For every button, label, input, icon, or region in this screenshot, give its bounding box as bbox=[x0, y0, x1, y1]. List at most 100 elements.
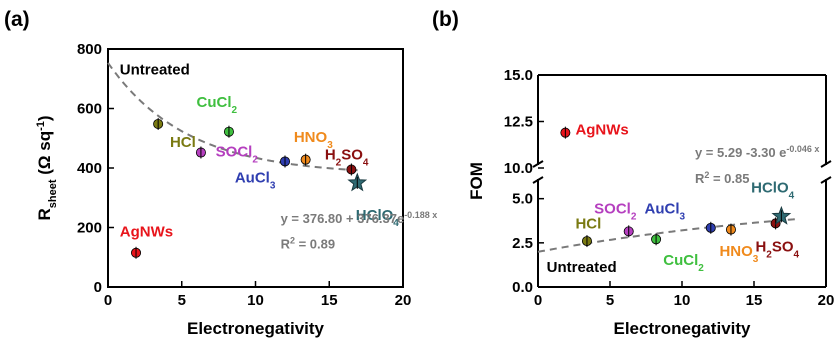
label-hcl: HCl bbox=[575, 216, 601, 233]
x-axis-title: Electronegativity bbox=[614, 319, 752, 338]
y-axis-title-part: sheet bbox=[47, 179, 59, 208]
y-tick-label: 5.0 bbox=[512, 191, 533, 208]
y-tick-label: 800 bbox=[77, 41, 102, 58]
text-part: HNO bbox=[294, 129, 328, 146]
label-aucl3: AuCl3 bbox=[645, 201, 686, 223]
label-agnws: AgNWs bbox=[120, 223, 173, 240]
superscript-text: 2 bbox=[704, 170, 709, 180]
text-part: H bbox=[755, 239, 766, 256]
text-part: CuCl bbox=[663, 252, 698, 269]
text-part: H bbox=[325, 147, 336, 164]
text-part: AuCl bbox=[645, 201, 680, 218]
x-tick-label: 15 bbox=[321, 292, 338, 309]
text-part: CuCl bbox=[197, 94, 232, 111]
x-tick-label: 0 bbox=[534, 292, 542, 309]
label-hclo4: HClO4 bbox=[751, 179, 795, 201]
y-tick-label: 0.0 bbox=[512, 279, 533, 296]
subscript-text: 2 bbox=[698, 262, 704, 273]
text-part: HCl bbox=[170, 134, 196, 151]
label-hclo4: HClO4 bbox=[356, 207, 400, 229]
text-part: HClO bbox=[356, 207, 394, 224]
subscript-text: 4 bbox=[794, 249, 800, 260]
panel-a-label: (a) bbox=[4, 8, 30, 31]
subscript-text: 2 bbox=[766, 249, 772, 260]
fit-r2: R2 = 0.89 bbox=[281, 235, 336, 251]
label-agnws: AgNWs bbox=[575, 122, 628, 139]
subscript-text: 3 bbox=[327, 139, 333, 150]
fit-curve bbox=[537, 218, 798, 253]
superscript-text: -0.046 x bbox=[786, 144, 819, 154]
text-part: AgNWs bbox=[575, 122, 628, 139]
text-part: SOCl bbox=[216, 144, 253, 161]
subscript-text: 4 bbox=[363, 157, 369, 168]
x-tick-label: 20 bbox=[395, 292, 412, 309]
text-part: HClO bbox=[751, 179, 789, 196]
subscript-text: 2 bbox=[336, 157, 342, 168]
y-tick-label: 15.0 bbox=[504, 67, 533, 84]
text-part: SOCl bbox=[594, 201, 631, 218]
y-tick-label: 400 bbox=[77, 160, 102, 177]
subscript-text: 2 bbox=[631, 211, 637, 222]
x-tick-label: 5 bbox=[606, 292, 614, 309]
x-tick-label: 20 bbox=[818, 292, 835, 309]
text-part: Untreated bbox=[120, 61, 190, 78]
subscript-text: 3 bbox=[680, 211, 686, 222]
subscript-text: 4 bbox=[789, 190, 795, 201]
y-tick-label: 600 bbox=[77, 101, 102, 118]
fit-equation: y = 5.29 -3.30 e-0.046 x bbox=[695, 144, 819, 160]
chart-panel-a: 0 5 10 15 200200400600800ElectronegativityRs… bbox=[35, 41, 437, 338]
subscript-text: 4 bbox=[393, 218, 399, 229]
x-tick-label: 0 bbox=[104, 292, 112, 309]
plot-frame bbox=[107, 48, 404, 288]
text-part: y = 376.80 + 376.37 bbox=[281, 211, 397, 226]
label-cucl2: CuCl2 bbox=[663, 252, 704, 274]
y-tick-label: 12.5 bbox=[504, 114, 533, 131]
label-cucl2: CuCl2 bbox=[197, 94, 238, 116]
subscript-text: 3 bbox=[270, 180, 276, 191]
text-part: = 0.89 bbox=[295, 236, 335, 251]
subscript-text: 2 bbox=[252, 154, 258, 165]
label-h2so4: H2SO4 bbox=[325, 147, 369, 169]
x-tick-label: 10 bbox=[674, 292, 691, 309]
fit-curve bbox=[107, 62, 359, 172]
superscript-text: 2 bbox=[290, 235, 295, 245]
text-part: y = 5.29 -3.30 bbox=[695, 145, 779, 160]
superscript-text: -0.188 x bbox=[404, 210, 437, 220]
y-axis-title-part: ) bbox=[35, 115, 54, 121]
text-part: AuCl bbox=[235, 169, 270, 186]
axis-break-mark bbox=[820, 176, 832, 184]
text-part: = 0.85 bbox=[709, 171, 749, 186]
y-tick-label: 200 bbox=[77, 220, 102, 237]
label-hcl: HCl bbox=[170, 134, 196, 151]
text-part: Untreated bbox=[547, 259, 617, 276]
label-hno3: HNO3 bbox=[294, 129, 333, 151]
axis-break-mark bbox=[532, 176, 544, 184]
label-aucl3: AuCl3 bbox=[235, 169, 276, 191]
text-part: e bbox=[779, 145, 786, 160]
y-axis-title-part: R bbox=[35, 208, 54, 220]
label-untreated: Untreated bbox=[120, 61, 190, 78]
text-part: R bbox=[695, 171, 705, 186]
y-axis-title: FOM bbox=[467, 162, 486, 200]
x-axis-title: Electronegativity bbox=[187, 319, 325, 338]
subscript-text: 3 bbox=[753, 254, 759, 265]
y-tick-label: 10.0 bbox=[504, 160, 533, 177]
label-untreated: Untreated bbox=[547, 259, 617, 276]
text-part: HNO bbox=[719, 243, 753, 260]
text-part: SO bbox=[341, 147, 363, 164]
label-socl2: SOCl2 bbox=[594, 201, 637, 223]
subscript-text: 2 bbox=[232, 105, 238, 116]
y-tick-label: 2.5 bbox=[512, 235, 533, 252]
x-tick-label: 15 bbox=[746, 292, 763, 309]
y-axis-title: Rsheet (Ω sq-1) bbox=[35, 115, 59, 220]
chart-panel-b: 0 5 10 15 20 0.0 2.5 5.0 10.0 12.5 15.0 Electronega… bbox=[467, 67, 834, 338]
fit-equation: y = 376.80 + 376.37e-0.188 x bbox=[281, 210, 438, 226]
text-part: SO bbox=[772, 239, 794, 256]
text-part: AgNWs bbox=[120, 223, 173, 240]
x-tick-label: 5 bbox=[178, 292, 186, 309]
x-tick-label: 10 bbox=[247, 292, 264, 309]
label-h2so4: H2SO4 bbox=[755, 239, 799, 261]
axis-break-mark bbox=[532, 160, 544, 168]
